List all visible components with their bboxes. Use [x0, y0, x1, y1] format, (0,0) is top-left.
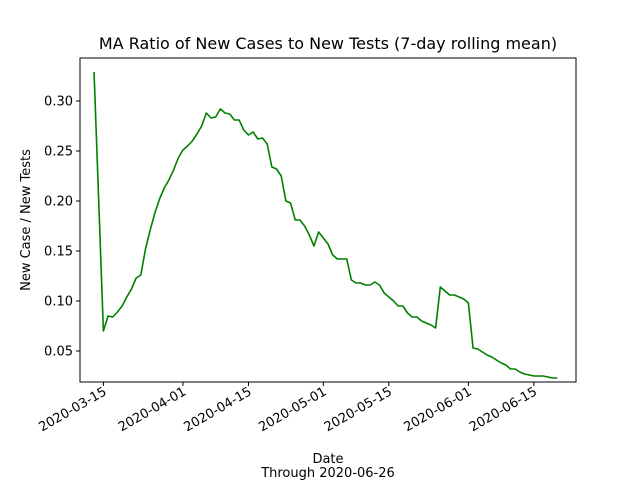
- x-axis-sublabel: Through 2020-06-26: [260, 466, 395, 480]
- y-tick-label: 0.25: [44, 145, 73, 160]
- series-line: [93, 71, 558, 379]
- y-axis-ticks: 0.05 0.10 0.15 0.20 0.25 0.30: [44, 95, 80, 360]
- y-axis-label: New Case / New Tests: [19, 149, 34, 291]
- y-tick-label: 0.15: [44, 245, 73, 260]
- x-axis-label: Date: [312, 452, 343, 467]
- plot-frame: [79, 57, 577, 383]
- y-tick-label: 0.05: [44, 345, 73, 360]
- y-tick-label: 0.10: [44, 295, 73, 310]
- y-tick-label: 0.20: [44, 195, 73, 210]
- chart-title: MA Ratio of New Cases to New Tests (7-da…: [99, 34, 557, 53]
- y-tick-label: 0.30: [44, 95, 73, 110]
